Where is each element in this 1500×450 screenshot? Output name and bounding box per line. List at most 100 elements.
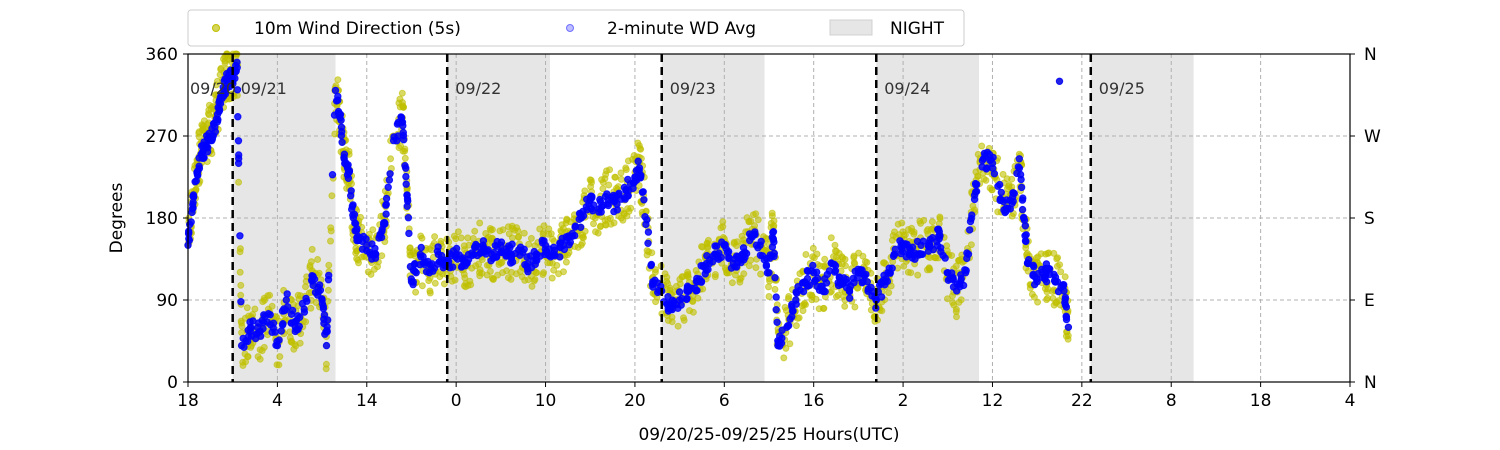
point-s0-86-6 <box>851 260 859 268</box>
point-s0-108-11 <box>1034 298 1042 306</box>
point-s1-46-7 <box>506 243 514 252</box>
x-tick-label-12: 18 <box>1250 391 1272 411</box>
point-s1-74-7 <box>749 231 758 239</box>
point-s1-108 <box>1033 278 1041 286</box>
point-s1-6-7 <box>214 115 222 124</box>
point-s0-44-12 <box>488 226 496 234</box>
point-s0-21-4 <box>322 360 330 368</box>
point-s1-95-6 <box>929 245 938 254</box>
point-s1-77-2 <box>770 252 778 261</box>
point-s0-73-7 <box>743 214 751 222</box>
legend-marker-wind-direction-5s <box>212 24 220 32</box>
point-s0-13-11 <box>249 311 257 318</box>
point-s0-19-11 <box>308 245 316 253</box>
point-s1-70-7 <box>714 253 722 262</box>
point-s0-74-7 <box>749 211 757 219</box>
point-s1-106-6 <box>1022 237 1030 246</box>
y-axis-label: Degrees <box>107 182 127 253</box>
point-s0-46-6 <box>514 227 522 235</box>
point-s1-110-7 <box>1051 278 1060 286</box>
point-s1-29-7 <box>368 240 376 248</box>
point-s1-21-3 <box>319 304 328 313</box>
point-s0-22-9 <box>328 192 336 200</box>
right-tick-label-2: S <box>1364 209 1375 229</box>
point-s0-57-11 <box>607 220 615 228</box>
point-s0-79-4 <box>785 295 792 303</box>
point-s0-19-10 <box>307 304 315 312</box>
y-tick-label-4: 360 <box>146 45 178 65</box>
point-s1-105-1 <box>1018 205 1027 214</box>
point-s1-77-1 <box>772 306 780 314</box>
point-s1-61-7 <box>636 173 644 181</box>
point-s0-72-12 <box>730 240 738 247</box>
point-s0-11-5 <box>237 281 245 289</box>
point-s1-49-7 <box>536 252 544 260</box>
point-s1-53-6 <box>571 222 580 230</box>
point-s0-97-7 <box>949 292 956 300</box>
point-s0-50-12 <box>546 259 554 267</box>
point-s1-77-3 <box>772 293 780 301</box>
point-s0-95-11 <box>928 218 936 226</box>
point-s1-22 <box>322 341 331 350</box>
point-s1-13-6 <box>247 324 256 332</box>
point-s0-40-12 <box>454 228 462 236</box>
point-s1-27-2 <box>351 219 359 227</box>
point-s0-52-13 <box>563 215 571 223</box>
point-s0-37-12 <box>431 279 439 287</box>
point-s1-31-7 <box>384 183 392 192</box>
point-s0-54-5 <box>578 239 586 247</box>
point-s1-33-5 <box>402 164 410 172</box>
point-s0-32-11 <box>396 95 404 103</box>
point-s0-69-13 <box>704 243 711 251</box>
point-s0-36-5 <box>418 282 426 290</box>
point-s0-11-9 <box>236 268 244 276</box>
point-s0-42-12 <box>476 269 483 277</box>
point-s1-37-7 <box>428 260 436 268</box>
point-s0-19-13 <box>302 318 310 326</box>
point-s0-50-6 <box>548 274 556 282</box>
point-s1-1-7 <box>189 192 197 201</box>
point-s1-37-6 <box>434 243 442 251</box>
point-s0-44-9 <box>489 276 497 283</box>
point-s1-76 <box>765 269 773 277</box>
point-s0-58-6 <box>614 183 622 191</box>
point-s0-82-12 <box>812 295 820 303</box>
point-s1-102-6 <box>990 170 999 178</box>
point-s1-7-2 <box>215 106 224 114</box>
point-s0-91-12 <box>898 219 906 227</box>
point-s1-90-5 <box>884 269 892 277</box>
point-s0-66-13 <box>676 275 684 283</box>
point-s0-44-8 <box>488 234 496 242</box>
point-s1-111 <box>1060 287 1068 295</box>
point-s1-35-5 <box>411 260 419 268</box>
point-s1-34-5 <box>403 202 411 211</box>
point-s1-31-0 <box>382 210 390 218</box>
point-s0-94-13 <box>923 266 931 274</box>
point-s1-38-6 <box>437 251 446 260</box>
point-s1-111-7 <box>1061 295 1069 304</box>
point-s0-38-12 <box>436 273 444 281</box>
point-s1-88 <box>863 278 871 286</box>
x-tick-label-13: 4 <box>1345 391 1356 411</box>
point-s1-68-5 <box>695 275 704 283</box>
point-s1-21-4 <box>320 311 329 319</box>
point-s0-3-13 <box>199 126 206 134</box>
point-s1-19-3 <box>303 297 311 305</box>
point-s0-58-8 <box>619 216 627 224</box>
point-s1-19-1 <box>300 308 309 316</box>
point-s1-54-7 <box>579 212 588 220</box>
point-s0-71-8 <box>728 279 736 287</box>
point-s0-55-10 <box>591 214 599 222</box>
series-2min-avg <box>184 58 1073 351</box>
point-s1-82-5 <box>813 268 821 276</box>
point-s1-31-4 <box>385 176 394 184</box>
day-label-1: 09/22 <box>455 79 501 98</box>
point-s1-86-6 <box>850 278 858 287</box>
point-s0-99-5 <box>969 202 977 210</box>
point-s1-99-5 <box>966 217 975 226</box>
point-s0-85-9 <box>842 262 849 270</box>
x-tick-label-0: 18 <box>177 391 199 411</box>
point-s0-14-1 <box>256 355 264 363</box>
point-s0-36-13 <box>418 234 426 242</box>
